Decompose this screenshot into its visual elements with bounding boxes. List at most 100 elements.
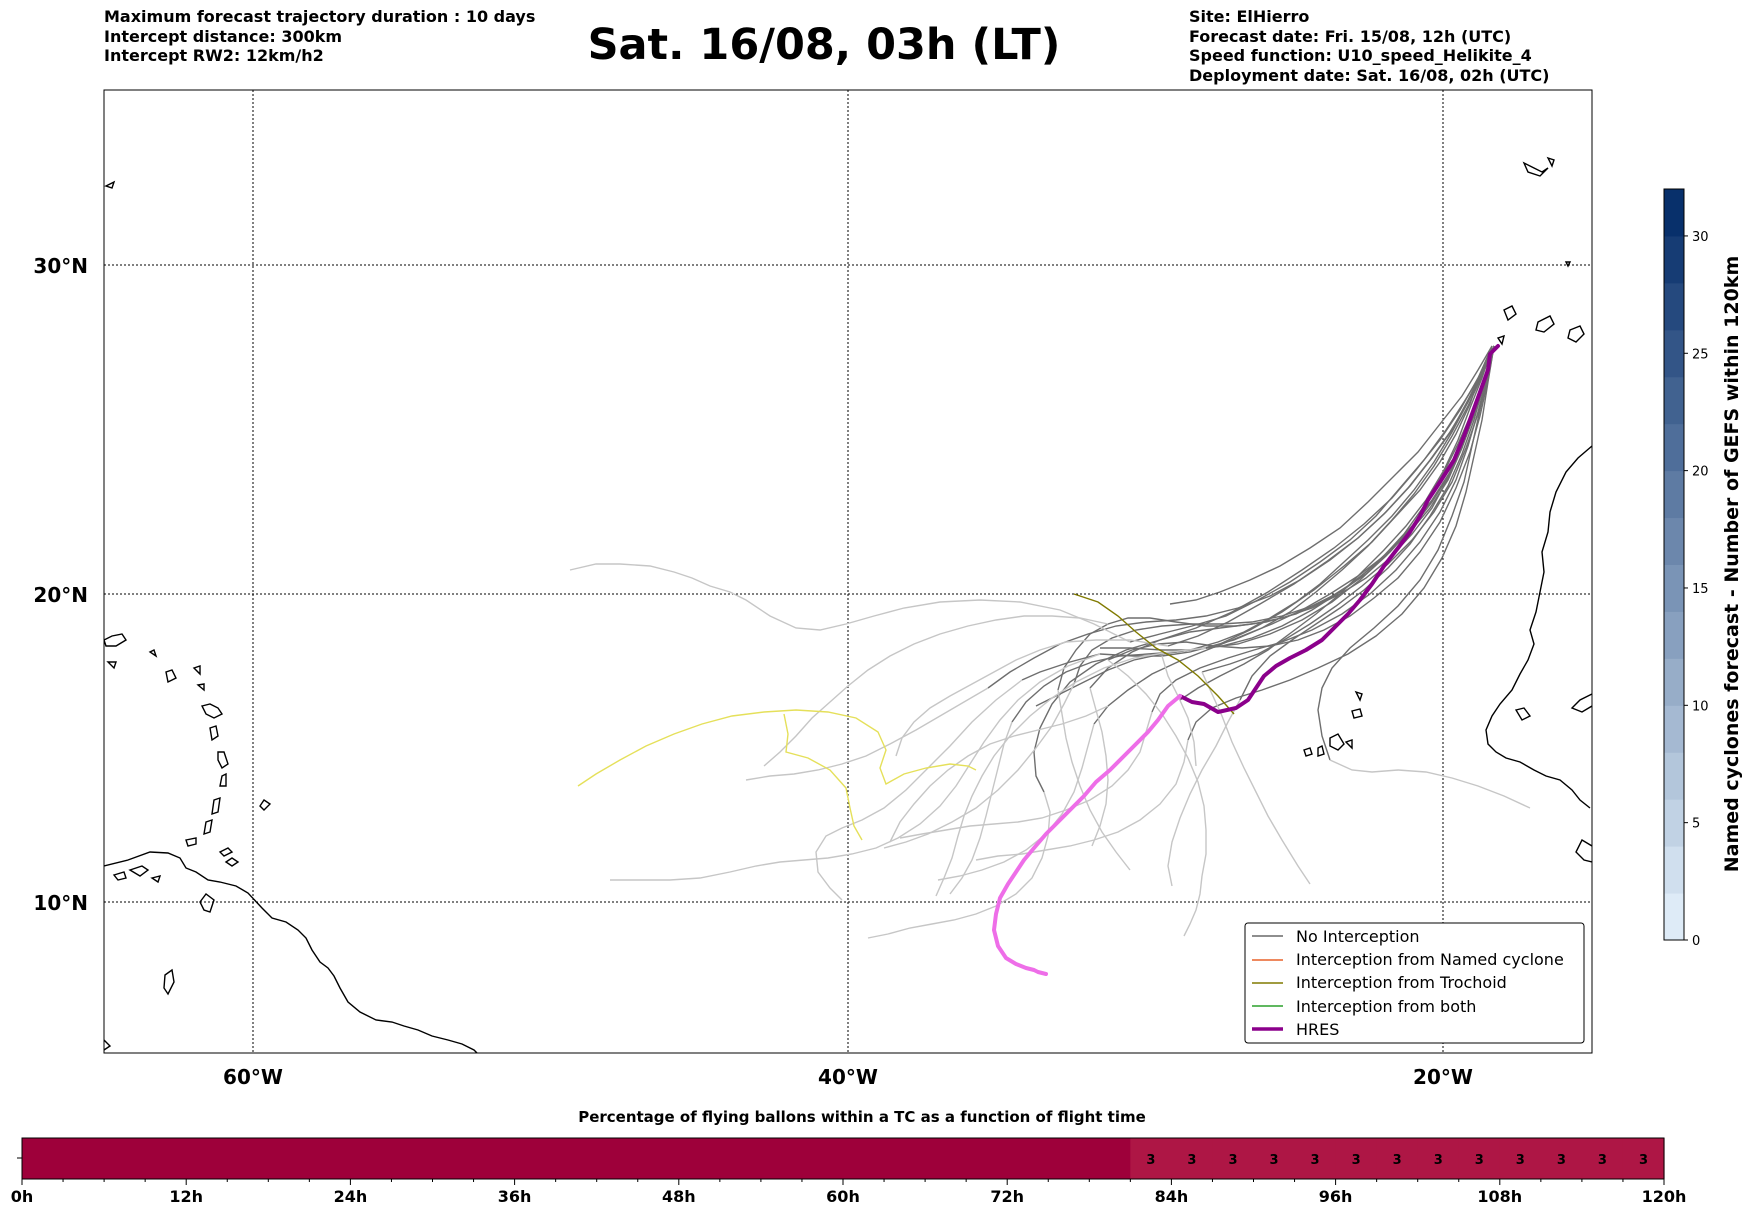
bottom-bar-cell: [1253, 1138, 1296, 1179]
info-left: Maximum forecast trajectory duration : 1…: [104, 7, 535, 66]
bottom-bar-cell-label: 3: [1557, 1153, 1566, 1168]
colorbar-band: [1664, 705, 1684, 753]
coastlines: [104, 156, 1592, 1053]
colorbar-tick-label: 5: [1692, 817, 1700, 832]
info-intercept-distance: Intercept distance: 300km: [104, 26, 343, 46]
bottom-bar-cell: [1376, 1138, 1419, 1179]
info-deployment-date: Deployment date: Sat. 16/08, 02h (UTC): [1189, 65, 1550, 85]
bottom-bar-cell: [227, 1138, 269, 1179]
island: [217, 751, 229, 770]
colorbar-band: [1664, 564, 1684, 612]
bottom-bar-cell: [1540, 1138, 1583, 1179]
colorbar-tick-label: 0: [1692, 934, 1700, 949]
bottom-bar-cell: [966, 1138, 1008, 1179]
bottom-bar-cell: [801, 1138, 844, 1179]
legend-label: Interception from both: [1296, 997, 1476, 1016]
island: [200, 703, 224, 719]
info-speed-function: Speed function: U10_speed_Helikite_4: [1189, 46, 1532, 65]
trajectories-no-interception-light: [569, 563, 1531, 939]
bottom-bar-tick-label: 48h: [662, 1187, 696, 1206]
bottom-bar-cell: [1335, 1138, 1378, 1179]
bottom-bar-cell: [1417, 1138, 1460, 1179]
bottom-bar-cell: [1458, 1138, 1501, 1179]
page-title: Sat. 16/08, 03h (LT): [587, 20, 1061, 70]
island: [1503, 305, 1517, 322]
trajectories-yellow: [577, 709, 977, 841]
legend-label: Interception from Trochoid: [1296, 973, 1507, 992]
lon-tick-label: 60°W: [223, 1065, 283, 1089]
bottom-bar-tick-label: 72h: [990, 1187, 1024, 1206]
hres-trajectory-late: [992, 694, 1182, 976]
bottom-bar-cell-label: 3: [1475, 1153, 1484, 1168]
bottom-bar-title: Percentage of flying ballons within a TC…: [578, 1108, 1146, 1126]
bottom-bar-cell: [925, 1138, 967, 1179]
bottom-bar-cell: [22, 1138, 64, 1179]
legend-item-trochoid: Interception from Trochoid: [1252, 973, 1507, 992]
south-america-coast: [104, 851, 478, 1053]
bottom-bar-cell-label: 3: [1270, 1153, 1279, 1168]
colorbar-label: Named cyclones forecast - Number of GEFS…: [1721, 256, 1743, 873]
lat-tick-label: 10°N: [33, 891, 88, 915]
colorbar-band: [1664, 235, 1684, 284]
legend-label: Interception from Named cyclone: [1296, 950, 1564, 969]
africa-coast: [1485, 445, 1592, 809]
bottom-bar-cell: [63, 1138, 105, 1179]
colorbar-tick-label: 20: [1692, 465, 1709, 480]
bottom-bar-cell: [1007, 1138, 1049, 1179]
bottom-bar-cell: [1212, 1138, 1255, 1179]
legend-item-both: Interception from both: [1252, 997, 1476, 1016]
colorbar-band: [1664, 846, 1684, 894]
map-frame: [103, 89, 1593, 1054]
colorbar-band: [1664, 517, 1684, 565]
bottom-bar-cell-label: 3: [1598, 1153, 1607, 1168]
bottom-bar-cell: [391, 1138, 434, 1179]
island: [1351, 708, 1363, 719]
bottom-bar-cell: [350, 1138, 393, 1179]
info-site: Site: ElHierro: [1189, 7, 1310, 26]
bottom-bar-cell: [555, 1138, 598, 1179]
info-intercept-rw2: Intercept RW2: 12km/h2: [104, 46, 324, 65]
colorbar-band: [1664, 329, 1684, 378]
bottom-bar-cell: [678, 1138, 721, 1179]
colorbar-band: [1664, 282, 1684, 331]
legend-label: HRES: [1296, 1020, 1339, 1039]
bottom-bar-cell: [1294, 1138, 1337, 1179]
bottom-bar-cell-label: 3: [1393, 1153, 1402, 1168]
map-panel[interactable]: No Interception Interception from Named …: [103, 89, 1593, 1056]
colorbar-band: [1664, 470, 1684, 519]
map-axis-labels: 30°N 20°N 10°N 60°W 40°W 20°W: [33, 254, 1473, 1089]
bottom-bar-cell: [186, 1138, 228, 1179]
bottom-bar-cell: [268, 1138, 310, 1179]
colorbar-band: [1664, 376, 1684, 425]
trajectory-trochoid: [1073, 593, 1235, 715]
bottom-bar-cell: [1048, 1138, 1090, 1179]
bottom-bar-cell: [309, 1138, 351, 1179]
bottom-bar-cell: [637, 1138, 680, 1179]
bottom-bar-cell-label: 3: [1434, 1153, 1443, 1168]
island: [1522, 161, 1549, 177]
bottom-bar-cell: [760, 1138, 803, 1179]
trinidad: [163, 968, 175, 996]
island: [1329, 733, 1345, 751]
info-right: Site: ElHierro Forecast date: Fri. 15/08…: [1189, 7, 1549, 85]
bottom-bar-cells: 3 3 3 3 3 3 3 3 3 3 3 3 3: [22, 1138, 1665, 1179]
bottom-bar-cell: [1089, 1138, 1131, 1179]
colorbar-band: [1664, 611, 1684, 659]
bottom-bar-cell: [104, 1138, 146, 1179]
bottom-bar-cell: [514, 1138, 557, 1179]
bottom-bar-cell: [1622, 1138, 1665, 1179]
colorbar-tick-label: 30: [1692, 230, 1709, 245]
bottom-bar-tick-label: 36h: [498, 1187, 532, 1206]
legend-label: No Interception: [1296, 927, 1420, 946]
bottom-bar-ticks: 0h 12h 24h 36h 48h 60h 72h 84h 96h 108h 120h: [11, 1179, 1687, 1206]
bottom-bar-tick-label: 108h: [1477, 1187, 1522, 1206]
colorbar-tick-label: 25: [1692, 347, 1709, 362]
hres-trajectory: [1178, 344, 1500, 714]
bottom-bar-cell-label: 3: [1311, 1153, 1320, 1168]
colorbar-band: [1664, 189, 1684, 237]
legend-item-no-interception: No Interception: [1252, 927, 1420, 946]
bottom-bar-tick-label: 120h: [1642, 1187, 1687, 1206]
colorbar-bands: [1664, 189, 1684, 941]
bottom-bar-cell: [719, 1138, 762, 1179]
